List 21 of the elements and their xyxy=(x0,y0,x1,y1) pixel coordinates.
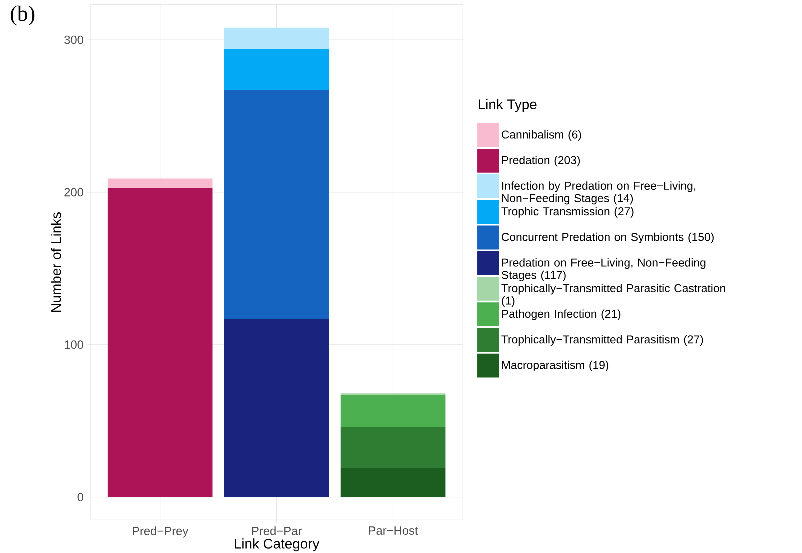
y-tick-label: 100 xyxy=(65,340,84,350)
y-axis-title: Number of Links xyxy=(51,212,62,312)
text: (b) xyxy=(11,6,35,26)
y-tick-label: 300 xyxy=(64,36,84,44)
legend-title: Link Type xyxy=(478,99,537,112)
legend-label: Macroparasitism (19) xyxy=(502,360,609,372)
legend-label: Infection by Predation on Free−Living, Non−Feeding Stages (14) xyxy=(502,182,696,205)
legend-label: Trophic Transmission (27) xyxy=(502,207,634,218)
x-tick-label: Pred−Par xyxy=(252,526,302,536)
x-tick-label: Pred−Prey xyxy=(133,526,189,538)
legend-label: Cannibalism (6) xyxy=(502,130,582,142)
legend-label: Concurrent Predation on Symbionts (150) xyxy=(502,232,714,244)
legend-label: Pathogen Infection (21) xyxy=(502,310,621,320)
legend-label: Predation (203) xyxy=(502,156,580,167)
legend-label: Trophically−Transmitted Parasitism (27) xyxy=(502,335,704,346)
legend-label: Trophically−Transmitted Parasitic Castration (1) xyxy=(502,284,726,308)
legend-label: Predation on Free−Living, Non−Feeding Stages (117) xyxy=(502,258,706,282)
y-tick-label: 200 xyxy=(64,188,84,197)
x-tick-label: Par−Host xyxy=(369,526,418,535)
y-tick-label: 0 xyxy=(78,493,84,502)
x-axis-title: Link Category xyxy=(235,538,320,552)
